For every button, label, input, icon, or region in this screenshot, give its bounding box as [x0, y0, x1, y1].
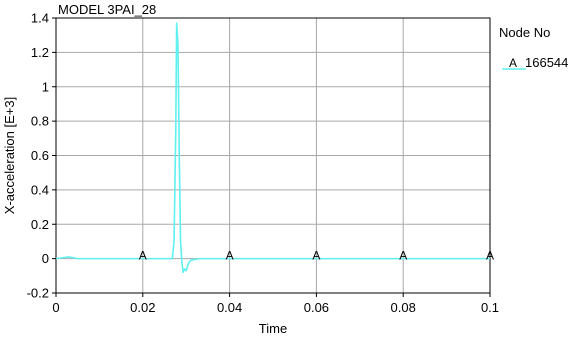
legend-marker: A [509, 56, 517, 70]
x-tick-label: 0.04 [217, 300, 242, 315]
x-axis-ticks: 0 0.02 0.04 0.06 0.08 0.1 [52, 293, 499, 315]
legend-title: Node No [499, 25, 550, 40]
series-marker: A [312, 249, 320, 263]
grid [55, 17, 491, 294]
y-tick-label: 0 [42, 251, 49, 266]
y-axis-label: X-acceleration [E+3] [2, 97, 17, 214]
series-marker: A [486, 249, 494, 263]
y-tick-label: 1.4 [31, 11, 49, 26]
y-axis-ticks: -0.2 0 0.2 0.4 0.6 0.8 1 1.2 1.4 [27, 11, 56, 301]
legend-label: 166544 [525, 55, 568, 70]
y-tick-label: 1.2 [31, 45, 49, 60]
series-marker: A [226, 249, 234, 263]
x-tick-label: 0.1 [481, 300, 499, 315]
legend: Node No A 166544 [499, 25, 568, 70]
series-marker: A [139, 249, 147, 263]
chart-title: MODEL 3PAI_28 [58, 2, 156, 17]
y-tick-label: 0.2 [31, 217, 49, 232]
series-line [55, 22, 490, 274]
series-marker: A [399, 249, 407, 263]
x-axis-label: Time [259, 321, 287, 336]
x-tick-label: 0.02 [130, 300, 155, 315]
x-tick-label: 0 [52, 300, 59, 315]
y-tick-label: 0.8 [31, 114, 49, 129]
y-tick-label: 1 [42, 79, 49, 94]
y-tick-label: 0.4 [31, 182, 49, 197]
y-tick-label: -0.2 [27, 286, 49, 301]
x-tick-label: 0.06 [304, 300, 329, 315]
x-tick-label: 0.08 [391, 300, 416, 315]
y-tick-label: 0.6 [31, 148, 49, 163]
legend-entries: A 166544 [502, 55, 568, 70]
series-layer [55, 22, 490, 274]
